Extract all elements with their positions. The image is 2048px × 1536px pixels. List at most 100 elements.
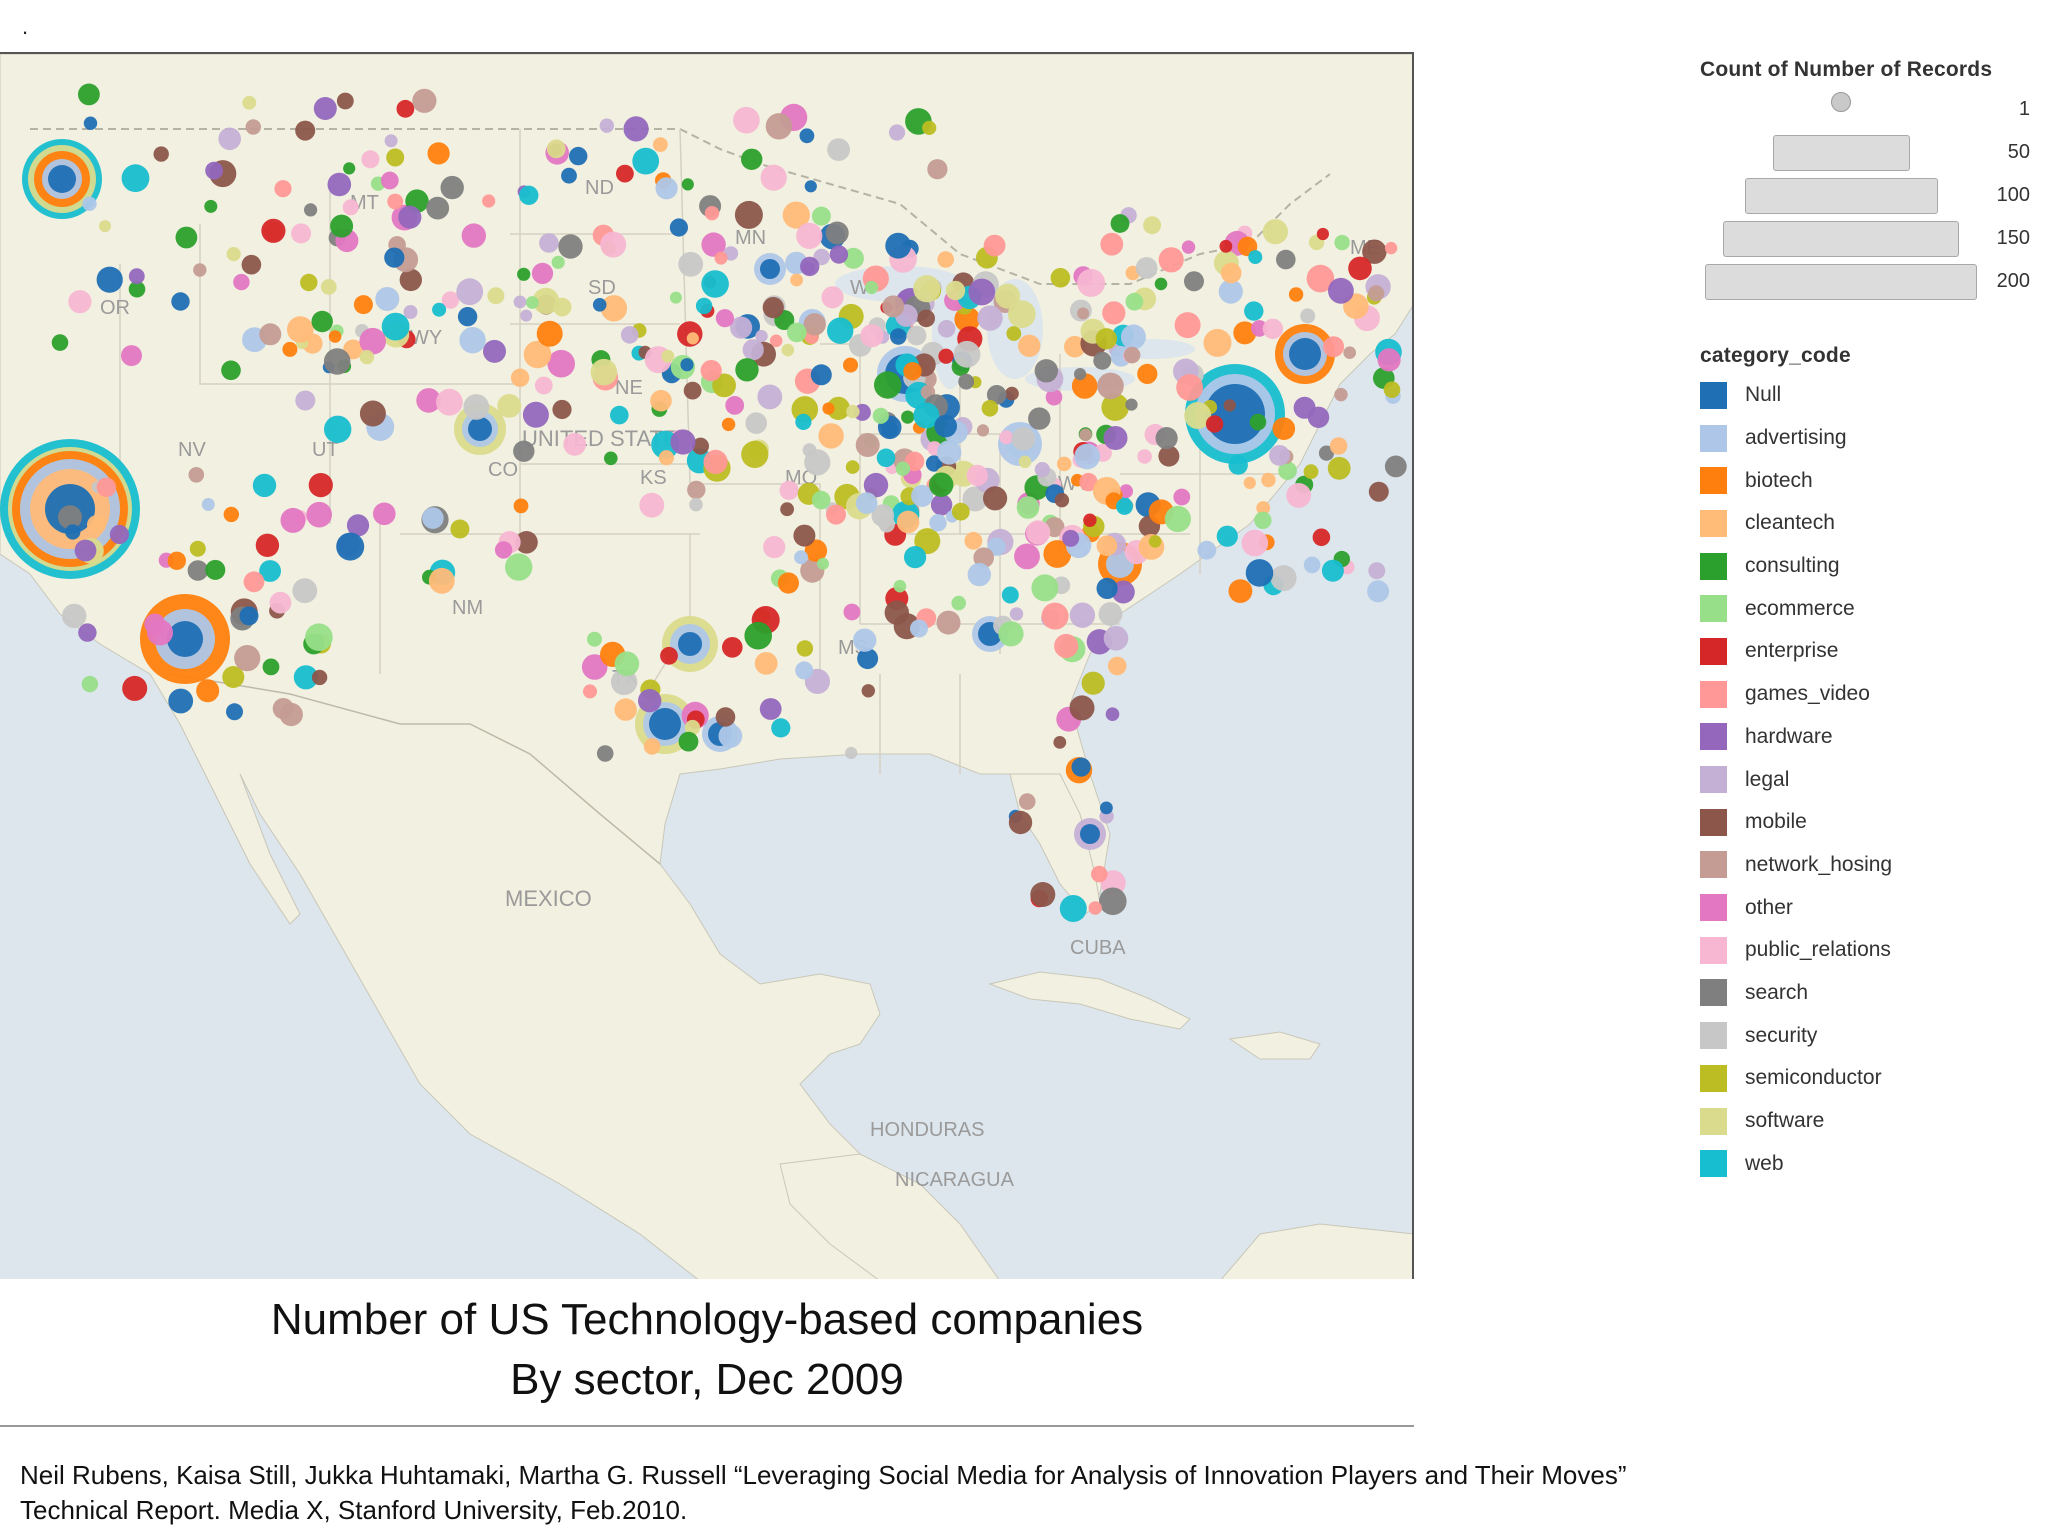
company-bubble[interactable]: [1041, 602, 1069, 630]
company-bubble[interactable]: [686, 332, 699, 345]
company-bubble[interactable]: [735, 358, 759, 382]
company-bubble[interactable]: [109, 524, 129, 545]
company-bubble[interactable]: [1155, 427, 1178, 450]
company-bubble[interactable]: [843, 603, 861, 621]
company-bubble[interactable]: [967, 562, 991, 587]
company-bubble[interactable]: [547, 349, 575, 378]
company-bubble[interactable]: [167, 551, 186, 570]
company-bubble[interactable]: [995, 283, 1021, 309]
company-bubble[interactable]: [600, 231, 627, 258]
company-bubble[interactable]: [1096, 577, 1118, 600]
company-bubble[interactable]: [865, 280, 879, 295]
company-bubble[interactable]: [539, 233, 559, 253]
company-bubble[interactable]: [771, 718, 791, 738]
company-bubble[interactable]: [1321, 559, 1344, 582]
company-bubble[interactable]: [804, 539, 828, 562]
company-bubble[interactable]: [313, 97, 337, 120]
company-bubble[interactable]: [1197, 540, 1217, 560]
company-bubble[interactable]: [226, 703, 243, 721]
company-bubble[interactable]: [958, 373, 975, 390]
company-bubble[interactable]: [428, 567, 455, 594]
company-bubble[interactable]: [616, 164, 634, 183]
company-bubble[interactable]: [872, 407, 889, 424]
company-bubble[interactable]: [885, 232, 912, 259]
company-bubble[interactable]: [817, 557, 829, 570]
company-bubble[interactable]: [893, 579, 907, 593]
company-bubble[interactable]: [1243, 476, 1256, 489]
company-bubble[interactable]: [1377, 348, 1401, 372]
company-bubble[interactable]: [1383, 381, 1401, 399]
company-bubble[interactable]: [1328, 277, 1354, 304]
company-bubble[interactable]: [1228, 455, 1248, 475]
company-bubble[interactable]: [1096, 535, 1118, 556]
company-bubble[interactable]: [440, 175, 464, 200]
category-legend-item[interactable]: semiconductor: [1700, 1057, 2030, 1100]
company-bubble[interactable]: [1269, 445, 1290, 466]
company-bubble[interactable]: [681, 178, 694, 191]
company-bubble[interactable]: [714, 251, 728, 265]
company-bubble[interactable]: [703, 449, 728, 474]
company-bubble[interactable]: [855, 492, 878, 514]
company-bubble[interactable]: [765, 113, 793, 140]
company-bubble[interactable]: [853, 628, 877, 652]
company-bubble[interactable]: [855, 433, 880, 457]
company-bubble[interactable]: [412, 88, 437, 113]
company-bubble[interactable]: [1174, 312, 1201, 339]
company-bubble[interactable]: [1223, 399, 1236, 412]
company-bubble[interactable]: [670, 429, 696, 455]
company-bubble[interactable]: [1101, 393, 1129, 421]
company-bubble[interactable]: [987, 537, 1006, 556]
company-bubble[interactable]: [82, 196, 97, 211]
company-bubble[interactable]: [763, 536, 786, 559]
company-bubble[interactable]: [936, 610, 961, 635]
company-bubble[interactable]: [293, 665, 318, 690]
company-bubble[interactable]: [599, 118, 614, 133]
company-bubble[interactable]: [757, 384, 783, 410]
company-bubble[interactable]: [998, 621, 1024, 647]
company-bubble[interactable]: [804, 180, 817, 193]
company-bubble[interactable]: [483, 339, 506, 363]
company-bubble[interactable]: [261, 218, 286, 243]
company-bubble[interactable]: [1031, 574, 1059, 602]
company-bubble[interactable]: [222, 666, 245, 688]
company-bubble[interactable]: [846, 404, 860, 419]
cluster-miami-ring[interactable]: [1080, 824, 1100, 844]
company-bubble[interactable]: [1100, 801, 1113, 815]
company-bubble[interactable]: [1006, 326, 1022, 341]
company-bubble[interactable]: [1105, 707, 1120, 721]
company-bubble[interactable]: [1103, 426, 1128, 450]
company-bubble[interactable]: [561, 167, 577, 184]
company-bubble[interactable]: [336, 92, 354, 110]
company-bubble[interactable]: [722, 637, 743, 658]
category-legend-item[interactable]: software: [1700, 1100, 2030, 1143]
company-bubble[interactable]: [581, 654, 608, 680]
company-bubble[interactable]: [1054, 493, 1070, 508]
company-bubble[interactable]: [416, 388, 441, 413]
company-bubble[interactable]: [911, 484, 934, 507]
company-bubble[interactable]: [1368, 562, 1386, 580]
company-bubble[interactable]: [896, 510, 920, 534]
company-bubble[interactable]: [245, 119, 261, 135]
company-bubble[interactable]: [427, 142, 450, 165]
company-bubble[interactable]: [1030, 882, 1056, 907]
company-bubble[interactable]: [359, 327, 387, 355]
company-bubble[interactable]: [818, 423, 844, 449]
company-bubble[interactable]: [983, 234, 1006, 257]
company-bubble[interactable]: [1254, 511, 1272, 529]
company-bubble[interactable]: [614, 698, 637, 721]
company-bubble[interactable]: [1205, 415, 1224, 433]
company-bubble[interactable]: [1203, 328, 1232, 357]
company-bubble[interactable]: [323, 348, 351, 375]
company-bubble[interactable]: [787, 322, 807, 343]
company-bubble[interactable]: [147, 619, 173, 646]
category-legend-item[interactable]: other: [1700, 886, 2030, 929]
company-bubble[interactable]: [962, 486, 988, 512]
company-bubble[interactable]: [381, 312, 410, 341]
company-bubble[interactable]: [1081, 671, 1105, 695]
company-bubble[interactable]: [1093, 351, 1112, 370]
company-bubble[interactable]: [1362, 239, 1387, 264]
company-bubble[interactable]: [1111, 580, 1135, 604]
company-bubble[interactable]: [187, 560, 209, 581]
company-bubble[interactable]: [81, 675, 99, 693]
company-bubble[interactable]: [755, 329, 768, 343]
